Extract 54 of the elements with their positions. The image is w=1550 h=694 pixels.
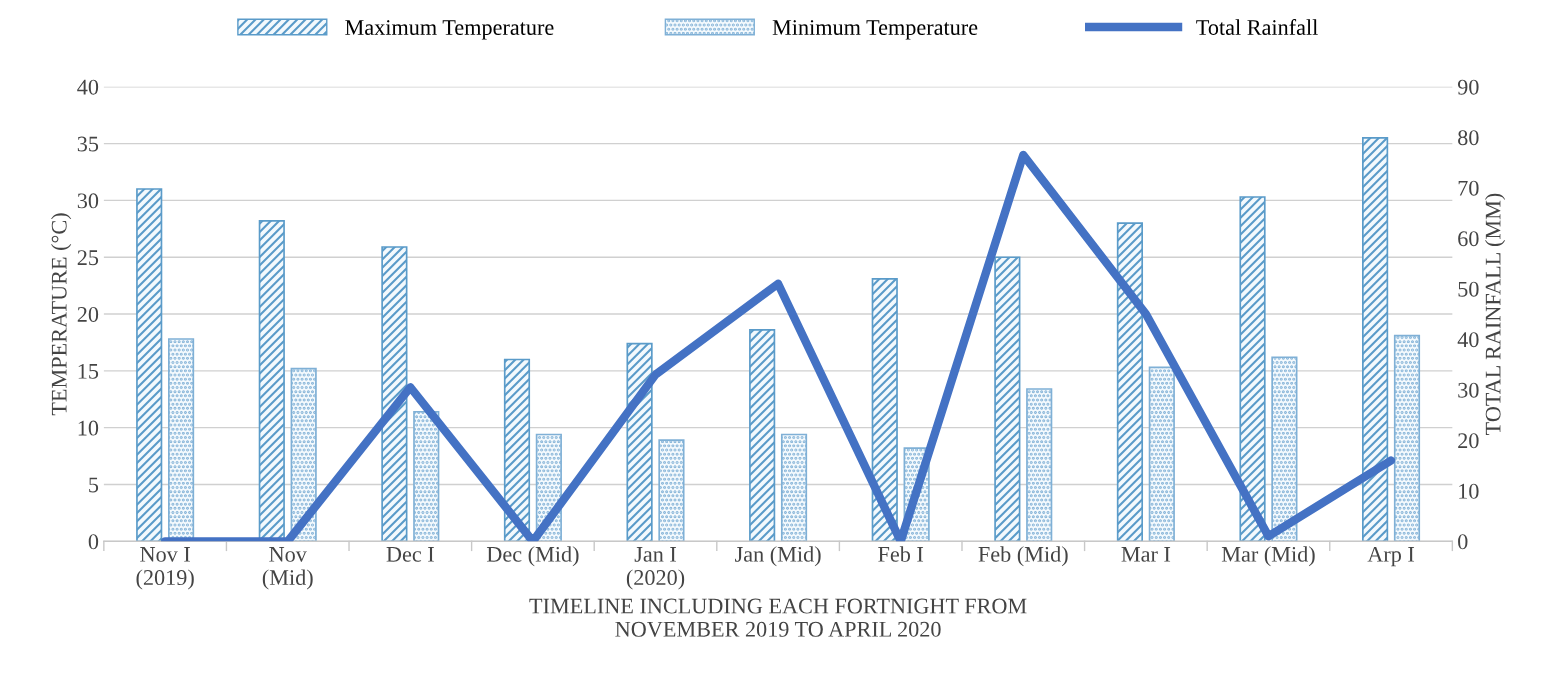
y-tick-label: 35 (77, 136, 99, 152)
y2-tick-label: 80 (1458, 130, 1479, 146)
bar (994, 256, 1021, 542)
y-tick-label: 40 (77, 79, 99, 95)
legend-label: Minimum Temperature (772, 20, 978, 40)
bar (1148, 366, 1175, 542)
y2-tick-label: 60 (1458, 231, 1479, 247)
y-tick-label: 30 (77, 193, 99, 209)
y2-tick-label: 40 (1457, 332, 1479, 348)
x-tick-label: Feb (Mid) (978, 546, 1068, 567)
y-tick-label: 5 (89, 477, 99, 493)
bar (136, 188, 163, 542)
x-tick-label: Jan (Mid) (735, 546, 821, 567)
bar (1362, 137, 1389, 542)
y2-axis-title: TOTAL RAINFALL (MM) (1484, 193, 1506, 435)
bar (1026, 388, 1053, 542)
y-tick-label: 15 (78, 363, 99, 379)
bar (1239, 196, 1266, 542)
x-tick-label: Arp I (1367, 546, 1415, 567)
y2-tick-label: 50 (1458, 281, 1479, 297)
x-tick-label: Dec (Mid) (486, 546, 579, 567)
x-tick-label: Mar (Mid) (1221, 546, 1315, 567)
bar (626, 342, 653, 542)
y-tick-label: 10 (78, 420, 99, 436)
bar (780, 433, 808, 542)
y-tick-label: 25 (77, 250, 99, 266)
x-axis-title: TIMELINE INCLUDING EACH FORTNIGHT FROM NOVEMBER 2019 TO APRIL 2020 (529, 598, 1027, 637)
x-tick-label: Dec I (386, 547, 434, 562)
bar (1271, 356, 1298, 542)
legend-label: Total Rainfall (1196, 19, 1318, 35)
x-tick-label: Feb I (878, 546, 924, 562)
y2-tick-label: 0 (1458, 534, 1468, 550)
bar (290, 367, 317, 542)
x-tick-label: Nov (Mid) (262, 547, 313, 590)
y2-tick-label: 70 (1458, 180, 1479, 196)
bar (1393, 334, 1421, 542)
x-tick-label: Nov I (2019) (136, 547, 194, 590)
bar (503, 358, 531, 542)
bar (658, 439, 685, 542)
bar (381, 246, 408, 542)
y2-tick-label: 90 (1457, 79, 1479, 95)
y2-tick-label: 30 (1458, 382, 1479, 398)
y-axis-title: TEMPERATURE (°C) (51, 213, 72, 416)
bar (749, 329, 776, 542)
bar (413, 410, 440, 542)
x-tick-label: Jan I (2020) (626, 547, 685, 590)
legend-label: Maximum Temperature (345, 20, 554, 40)
bar (1116, 222, 1144, 542)
y-tick-label: 20 (77, 306, 99, 322)
y2-tick-label: 10 (1459, 483, 1479, 499)
x-tick-label: Mar I (1121, 547, 1171, 562)
y2-tick-label: 20 (1458, 433, 1479, 449)
y-tick-label: 0 (88, 534, 99, 550)
bar (871, 277, 898, 542)
